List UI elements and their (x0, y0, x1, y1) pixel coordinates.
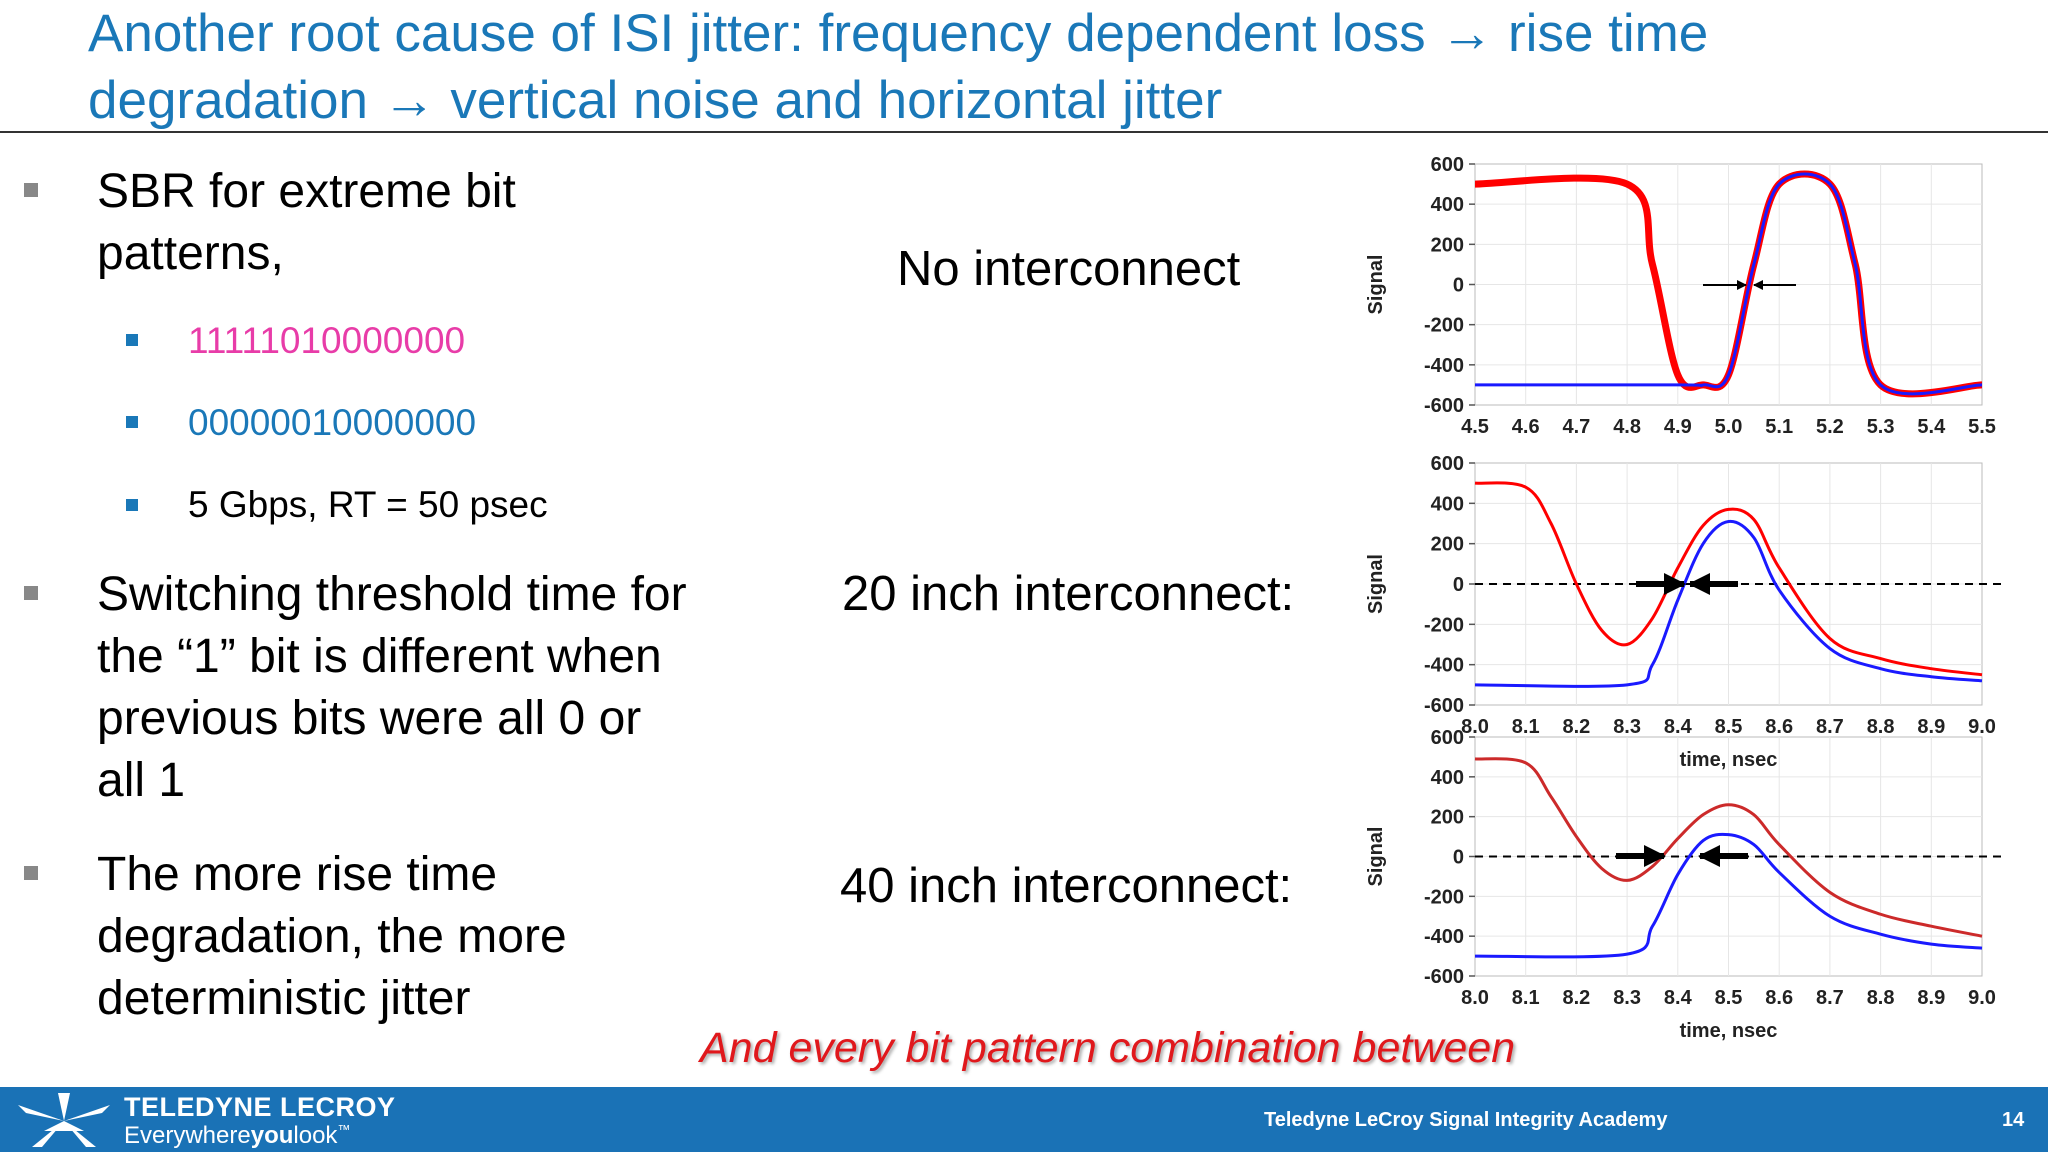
chart-annotations (1616, 280, 1796, 867)
footer-bar (0, 1087, 2048, 1152)
x-tick-label: 8.6 (1765, 716, 1793, 738)
y-tick-label: 0 (1453, 275, 1464, 297)
sub-bullet-marker (126, 499, 138, 511)
series-line (1475, 172, 1983, 396)
x-tick-label: 5.3 (1867, 416, 1895, 438)
y-tick-label: 200 (1431, 534, 1464, 556)
pattern-zeros: 00000010000000 (188, 402, 477, 443)
x-tick-label: 8.3 (1613, 716, 1641, 738)
x-tick-label: 8.0 (1461, 987, 1489, 1009)
y-tick-label: 0 (1453, 574, 1464, 596)
bullet-marker (24, 586, 38, 600)
y-tick-label: -200 (1424, 315, 1464, 337)
series-line (1474, 757, 1983, 938)
pattern-ones: 11111010000000 (188, 320, 466, 361)
x-tick-label: 8.4 (1664, 716, 1693, 738)
trademark-mark: ™ (337, 1122, 351, 1137)
bullet-rise-time: The more rise time degradation, the more… (97, 848, 567, 1025)
y-axis-label: Signal (1365, 826, 1387, 886)
y-axis-label: Signal (1365, 554, 1387, 614)
x-tick-label: 8.9 (1917, 716, 1945, 738)
series-line (1474, 481, 1983, 677)
y-tick-label: -400 (1424, 355, 1464, 377)
x-tick-label: 8.6 (1765, 987, 1793, 1009)
x-tick-label: 5.1 (1765, 416, 1793, 438)
x-tick-label: 4.5 (1461, 416, 1489, 438)
bullet-sbr: SBR for extreme bit patterns, (97, 165, 516, 280)
label-no-interconnect: No interconnect (897, 242, 1241, 296)
y-tick-label: -200 (1424, 614, 1464, 636)
y-tick-label: 400 (1431, 493, 1464, 515)
y-tick-label: -600 (1424, 966, 1464, 988)
x-tick-label: 8.5 (1715, 987, 1743, 1009)
label-40-inch: 40 inch interconnect: (840, 859, 1293, 913)
series-line (1474, 832, 1983, 959)
y-tick-label: -600 (1424, 695, 1464, 717)
y-tick-label: -200 (1424, 886, 1464, 908)
chart-no-interconnect: 4.5 4.6 4.7 4.8 4.9 5.0 5.1 5.2 5.3 5.4 5.5 600 400 2… (1365, 154, 1996, 438)
x-tick-label: 8.2 (1562, 716, 1590, 738)
y-tick-label: -400 (1424, 926, 1464, 948)
title-divider (0, 131, 2048, 133)
x-tick-label: 5.5 (1968, 416, 1996, 438)
footer-academy: Teledyne LeCroy Signal Integrity Academy (1264, 1109, 1668, 1131)
tagline-part: Everywhere (124, 1122, 251, 1149)
slide-title: Another root cause of ISI jitter: freque… (88, 4, 1709, 130)
bullet-switching: Switching threshold time for the “1” bit… (97, 568, 687, 807)
x-tick-label: 8.5 (1715, 716, 1743, 738)
y-tick-label: -400 (1424, 655, 1464, 677)
x-tick-label: 8.8 (1867, 987, 1895, 1009)
y-tick-label: 600 (1431, 453, 1464, 475)
y-tick-label: 400 (1431, 767, 1464, 789)
x-tick-label: 8.3 (1613, 987, 1641, 1009)
x-tick-label: 4.6 (1512, 416, 1540, 438)
x-tick-label: 9.0 (1968, 716, 1996, 738)
x-tick-label: 8.1 (1512, 716, 1540, 738)
x-tick-label: 8.8 (1867, 716, 1895, 738)
x-tick-label: 4.7 (1562, 416, 1590, 438)
y-tick-label: 400 (1431, 194, 1464, 216)
x-tick-label: 5.2 (1816, 416, 1844, 438)
x-tick-label: 8.7 (1816, 716, 1844, 738)
y-tick-label: -600 (1424, 395, 1464, 417)
x-tick-label: 4.8 (1613, 416, 1641, 438)
chart-20-inch: 8.0 8.1 8.2 8.3 8.4 8.5 8.6 8.7 8.8 8.9 9.0 600 400 2… (1365, 453, 2004, 771)
footnote-bit-patterns: And every bit pattern combination betwee… (700, 1024, 1516, 1072)
x-tick-label: 8.1 (1512, 987, 1540, 1009)
sub-bullet-marker (126, 334, 138, 346)
y-axis-label: Signal (1365, 254, 1387, 314)
logo-wordmark: TELEDYNE LECROY (124, 1092, 396, 1122)
series-line (1474, 519, 1983, 688)
x-tick-label: 4.9 (1664, 416, 1692, 438)
x-axis-label: time, nsec (1680, 1020, 1778, 1042)
x-tick-label: 8.7 (1816, 987, 1844, 1009)
y-tick-label: 200 (1431, 807, 1464, 829)
x-tick-label: 9.0 (1968, 987, 1996, 1009)
x-tick-label: 8.9 (1917, 987, 1945, 1009)
chart-40-inch: 8.0 8.1 8.2 8.3 8.4 8.5 8.6 8.7 8.8 8.9 9.0 600 400 2… (1365, 727, 2004, 1042)
page-number: 14 (2002, 1109, 2025, 1131)
label-20-inch: 20 inch interconnect: (842, 567, 1295, 621)
y-tick-label: 200 (1431, 234, 1464, 256)
tagline-part: you (250, 1122, 294, 1149)
x-tick-label: 8.2 (1562, 987, 1590, 1009)
data-rate-note: 5 Gbps, RT = 50 psec (188, 484, 548, 525)
x-tick-label: 8.0 (1461, 716, 1489, 738)
y-tick-label: 600 (1431, 154, 1464, 176)
x-tick-label: 5.4 (1917, 416, 1946, 438)
sub-bullet-marker (126, 416, 138, 428)
logo-tagline: Everywhereyoulook™ (124, 1122, 350, 1150)
bullet-marker (24, 183, 38, 197)
bullet-marker (24, 866, 38, 880)
y-tick-label: 0 (1453, 847, 1464, 869)
x-tick-label: 8.4 (1664, 987, 1693, 1009)
tagline-part: look (293, 1122, 338, 1149)
y-tick-label: 600 (1431, 727, 1464, 749)
logo-star-icon (18, 1093, 110, 1147)
x-tick-label: 5.0 (1715, 416, 1743, 438)
